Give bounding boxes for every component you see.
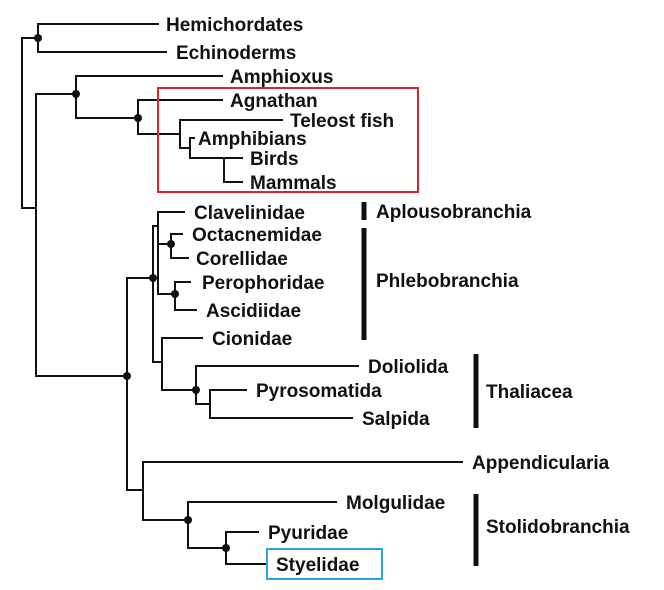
group-label-thaliacea: Thaliacea xyxy=(486,382,573,403)
taxon-label-molgulidae: Molgulidae xyxy=(346,493,445,514)
taxon-label-teleost-fish: Teleost fish xyxy=(290,111,394,132)
node-tunicates xyxy=(123,372,131,380)
node-stolidobranchs xyxy=(184,516,192,524)
vertebrates-highlight-box xyxy=(157,87,419,193)
taxon-label-appendicularia: Appendicularia xyxy=(472,453,610,474)
node-peroph-ascid xyxy=(171,290,179,298)
taxon-label-echinoderms: Echinoderms xyxy=(176,43,296,64)
taxon-labels: Hemichordates Echinoderms Amphioxus Agna… xyxy=(166,15,610,576)
node-ascidians-thaliaceans xyxy=(149,274,157,282)
tree-nodes xyxy=(34,34,230,552)
taxon-label-styelidae: Styelidae xyxy=(276,555,359,576)
taxon-label-cionidae: Cionidae xyxy=(212,329,292,350)
group-label-aplousobranchia: Aplousobranchia xyxy=(376,202,532,223)
taxon-label-perophoridae: Perophoridae xyxy=(202,273,324,294)
taxon-label-agnathan: Agnathan xyxy=(230,91,318,112)
taxon-label-clavelinidae: Clavelinidae xyxy=(194,203,305,224)
group-label-stolidobranchia: Stolidobranchia xyxy=(486,517,630,538)
node-thaliacea xyxy=(192,386,200,394)
taxon-label-birds: Birds xyxy=(250,149,299,170)
taxon-label-octacnemidae: Octacnemidae xyxy=(192,225,322,246)
styelidae-highlight-box xyxy=(266,548,383,580)
taxon-label-salpida: Salpida xyxy=(362,409,430,430)
node-pyur-styel xyxy=(222,544,230,552)
taxon-label-ascidiidae: Ascidiidae xyxy=(206,301,301,322)
taxon-label-amphibians: Amphibians xyxy=(198,129,307,150)
group-brackets xyxy=(361,202,479,566)
node-outgroup xyxy=(34,34,42,42)
taxon-label-pyuridae: Pyuridae xyxy=(268,523,348,544)
node-octac-corell xyxy=(167,240,175,248)
taxon-label-doliolida: Doliolida xyxy=(368,357,449,378)
taxon-label-hemichordates: Hemichordates xyxy=(166,15,303,36)
taxon-label-mammals: Mammals xyxy=(250,173,337,194)
group-label-phlebobranchia: Phlebobranchia xyxy=(376,271,519,292)
group-labels: Aplousobranchia Phlebobranchia Thaliacea… xyxy=(376,202,630,538)
taxon-label-pyrosomatida: Pyrosomatida xyxy=(256,381,382,402)
taxon-label-amphioxus: Amphioxus xyxy=(230,67,333,88)
node-olfactores xyxy=(72,90,80,98)
taxon-label-corellidae: Corellidae xyxy=(196,249,288,270)
node-vertebrates xyxy=(134,114,142,122)
